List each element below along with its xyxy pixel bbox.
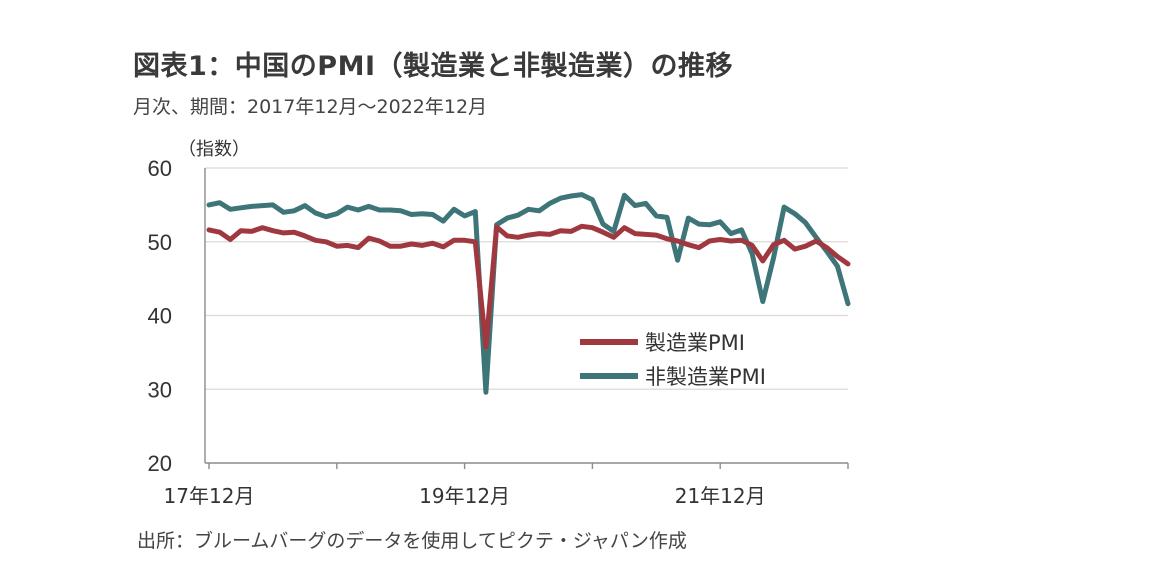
source-note: 出所：ブルームバーグのデータを使用してピクテ・ジャパン作成 xyxy=(137,530,687,552)
y-tick-label: 30 xyxy=(148,377,172,402)
y-tick-label: 50 xyxy=(148,230,172,255)
series-layer xyxy=(206,192,851,395)
x-tick-label: 17年12月 xyxy=(164,484,255,508)
x-tick-label: 21年12月 xyxy=(675,484,766,508)
y-tick-label: 60 xyxy=(148,156,172,181)
grid-layer xyxy=(205,167,848,390)
series-line-1 xyxy=(206,192,851,395)
axis-layer: 60 50 40 30 20 17年12月 19年12月 21年12月 xyxy=(148,156,849,508)
x-tick-label: 19年12月 xyxy=(419,484,510,508)
y-axis-label: （指数） xyxy=(178,139,250,160)
series-line-0 xyxy=(206,223,851,350)
chart-title: 図表1：中国のPMI（製造業と非製造業）の推移 xyxy=(133,51,733,82)
y-tick-label: 20 xyxy=(148,451,172,476)
legend-label-1: 非製造業PMI xyxy=(645,365,766,389)
legend: 製造業PMI 非製造業PMI xyxy=(580,331,766,389)
legend-label-0: 製造業PMI xyxy=(645,331,745,355)
y-tick-label: 40 xyxy=(148,304,172,329)
chart-subtitle: 月次、期間：2017年12月～2022年12月 xyxy=(133,96,488,118)
